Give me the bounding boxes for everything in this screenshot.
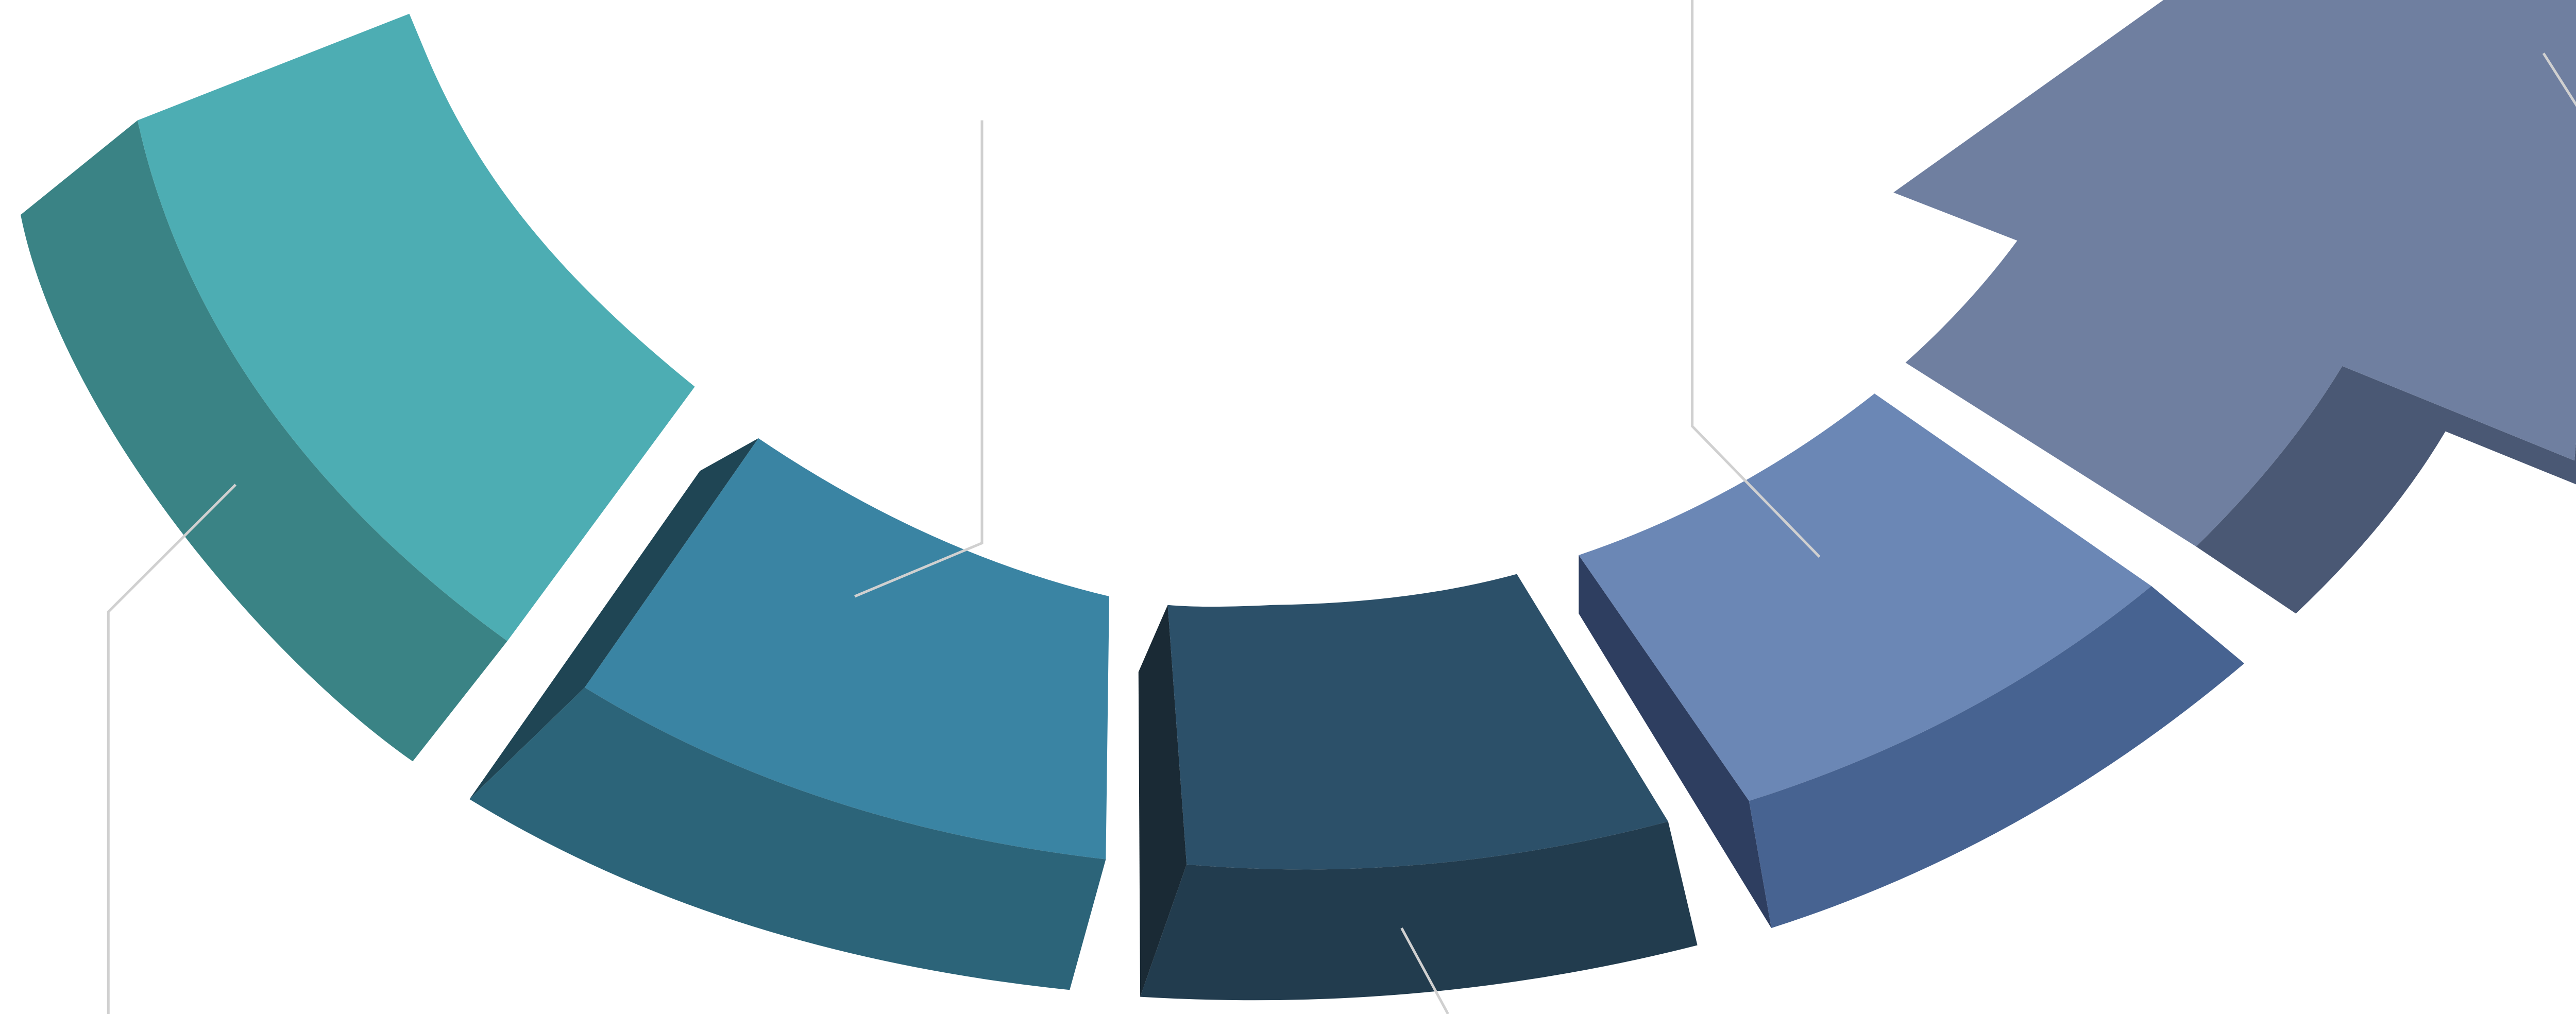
segment-3-face (1167, 574, 1668, 870)
segment-3-edge (1138, 605, 1187, 997)
segment-5-side (2196, 366, 2576, 614)
segment-2-face (584, 438, 1110, 860)
leader-line (2542, 53, 2576, 107)
segment-2-edge (469, 438, 759, 799)
segment-5-face (1893, 0, 2576, 547)
segment-1-side (21, 120, 507, 762)
leader-line (854, 120, 984, 598)
leader-line (1400, 927, 1449, 1014)
segment-2-side (469, 687, 1106, 990)
leader-line (1691, 0, 1821, 558)
segment-1-face (138, 13, 695, 641)
leader-line (107, 484, 237, 1014)
segment-4-edge (1579, 555, 1772, 929)
segment-4-side (1749, 586, 2245, 929)
segment-4-face (1579, 393, 2151, 801)
segment-3-side (1140, 821, 1698, 1001)
